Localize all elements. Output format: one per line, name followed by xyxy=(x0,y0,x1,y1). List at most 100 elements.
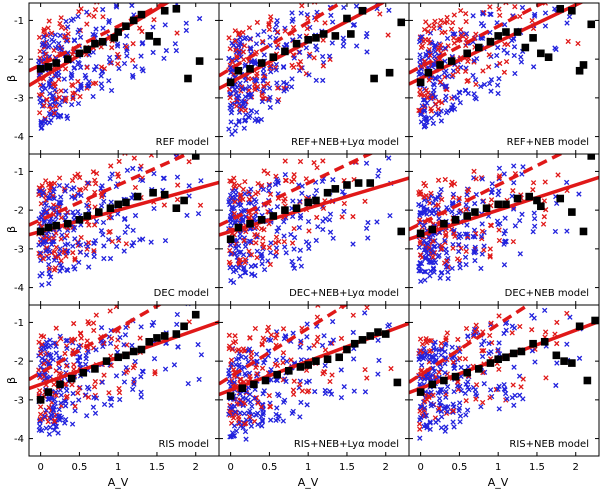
mock-point-blue xyxy=(261,360,267,366)
mock-point-red xyxy=(246,414,253,420)
observed-point xyxy=(397,18,406,27)
mock-point-blue xyxy=(296,67,303,74)
mock-point-blue xyxy=(422,354,428,360)
mock-point-blue xyxy=(51,257,58,263)
mock-point-blue xyxy=(254,78,260,84)
mock-point-blue xyxy=(299,183,305,189)
observed-point xyxy=(304,361,312,369)
mock-point-red xyxy=(259,91,265,97)
mock-point-red xyxy=(339,214,345,220)
observed-point xyxy=(502,353,510,362)
mock-point-blue xyxy=(36,58,42,64)
mock-point-red xyxy=(311,3,318,5)
mock-point-blue xyxy=(442,370,448,376)
mock-point-blue xyxy=(495,192,501,198)
mock-point-red xyxy=(438,17,444,24)
mock-point-blue xyxy=(40,82,47,89)
mock-point-blue xyxy=(72,195,78,202)
mock-point-red xyxy=(575,40,581,47)
mock-point-blue xyxy=(341,4,347,11)
observed-point xyxy=(451,372,460,381)
mock-point-blue xyxy=(258,413,264,420)
mock-point-blue xyxy=(69,72,75,79)
mock-point-red xyxy=(463,206,469,213)
mock-point-blue xyxy=(105,236,112,243)
mock-point-blue xyxy=(129,195,135,201)
mock-point-red xyxy=(444,258,450,264)
mock-point-red xyxy=(437,79,444,85)
mock-point-blue xyxy=(428,115,435,121)
mock-point-blue xyxy=(233,187,239,193)
observed-point xyxy=(79,368,88,377)
mock-point-blue xyxy=(502,215,508,221)
mock-point-red xyxy=(426,245,432,251)
mock-point-red xyxy=(247,373,253,380)
mock-point-red xyxy=(487,252,493,259)
mock-point-red xyxy=(439,100,445,106)
mock-point-red xyxy=(174,196,181,203)
mock-point-red xyxy=(327,378,333,385)
mock-point-blue xyxy=(479,342,485,348)
mock-point-red xyxy=(37,416,43,422)
mock-point-blue xyxy=(480,11,486,17)
mock-point-red xyxy=(481,347,487,354)
mock-point-red xyxy=(267,404,274,410)
mock-point-blue xyxy=(85,83,92,89)
observed-point xyxy=(358,336,367,344)
mock-point-blue xyxy=(268,64,274,70)
mock-point-blue xyxy=(228,209,235,215)
mock-point-blue xyxy=(243,372,249,379)
mock-point-blue xyxy=(462,254,469,260)
mock-point-blue xyxy=(423,269,429,275)
mock-point-red xyxy=(241,43,248,49)
mock-point-blue xyxy=(98,203,105,209)
mock-point-blue xyxy=(161,175,167,181)
mock-point-blue xyxy=(108,402,114,408)
mock-point-blue xyxy=(77,34,84,40)
mock-point-red xyxy=(463,248,469,255)
mock-point-red xyxy=(303,367,310,374)
mock-point-blue xyxy=(350,241,356,247)
mock-point-blue xyxy=(75,240,82,246)
mock-point-blue xyxy=(100,25,106,31)
mock-point-blue xyxy=(479,353,486,360)
mock-point-blue xyxy=(470,13,476,19)
mock-point-red xyxy=(234,55,240,61)
mock-point-red xyxy=(443,335,449,341)
mock-point-blue xyxy=(530,229,536,235)
mock-point-blue xyxy=(71,224,78,231)
mock-point-blue xyxy=(266,182,273,189)
mock-point-red xyxy=(57,20,63,27)
mock-point-blue xyxy=(457,265,463,271)
mock-point-red xyxy=(435,106,441,112)
mock-point-red xyxy=(44,97,50,103)
mock-point-blue xyxy=(442,342,449,348)
mock-point-blue xyxy=(297,33,303,40)
mock-point-red xyxy=(84,64,90,71)
mock-point-red xyxy=(47,187,53,194)
mock-point-red xyxy=(442,19,448,26)
mock-point-blue xyxy=(72,408,78,414)
mock-point-blue xyxy=(258,116,265,123)
mock-point-red xyxy=(462,68,469,74)
mock-point-blue xyxy=(445,269,451,275)
mock-point-blue xyxy=(243,436,249,442)
observed-point xyxy=(191,310,200,319)
mock-point-red xyxy=(235,31,242,38)
mock-point-blue xyxy=(421,405,428,411)
x-tick-label: 1.5 xyxy=(529,462,545,473)
mock-point-red xyxy=(51,381,57,388)
observed-point xyxy=(513,28,522,36)
mock-point-blue xyxy=(566,14,573,20)
mock-point-blue xyxy=(439,347,445,353)
mock-point-blue xyxy=(297,198,303,204)
mock-point-blue xyxy=(150,319,157,326)
mock-point-red xyxy=(109,238,115,245)
mock-point-red xyxy=(41,26,47,33)
mock-point-blue xyxy=(552,45,558,51)
mock-point-blue xyxy=(261,266,268,273)
mock-point-blue xyxy=(260,186,267,193)
mock-point-blue xyxy=(233,428,240,434)
observed-point xyxy=(529,339,537,348)
mock-point-blue xyxy=(304,334,310,340)
